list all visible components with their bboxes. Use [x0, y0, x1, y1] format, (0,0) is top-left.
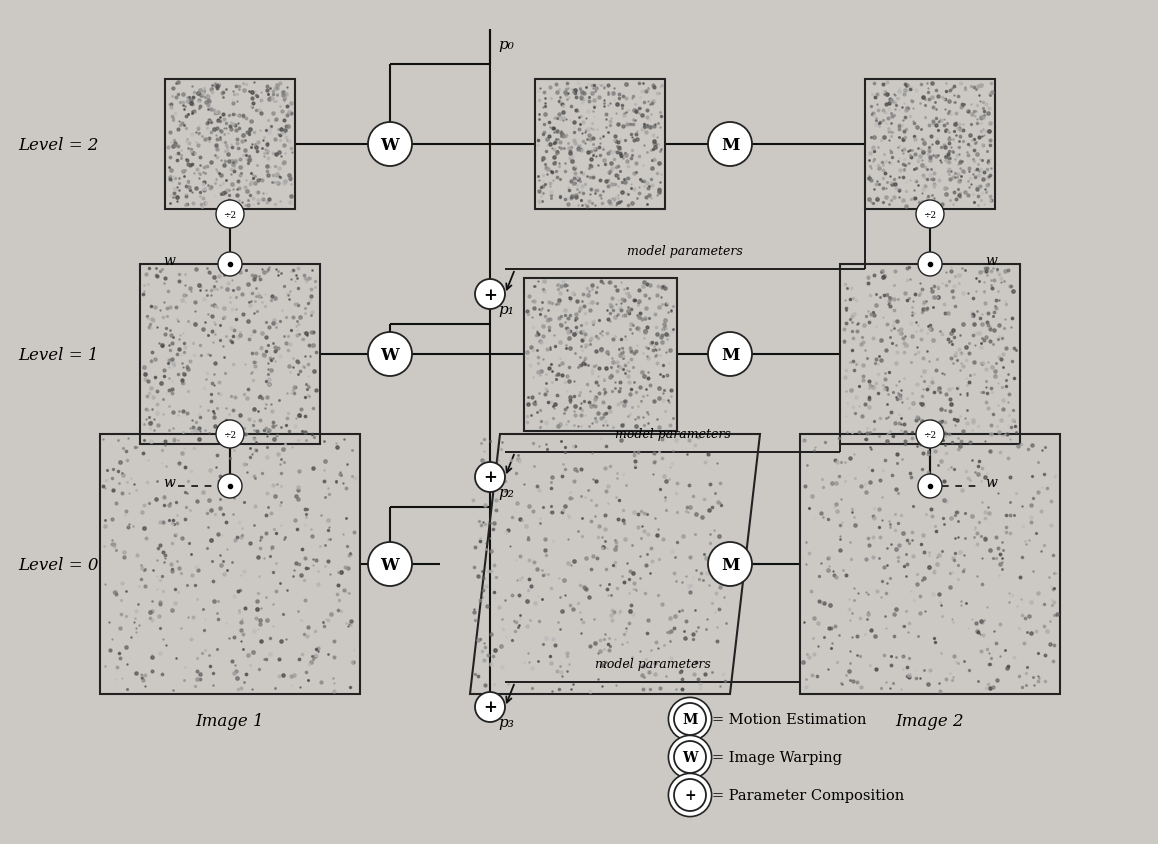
Circle shape	[475, 279, 505, 310]
Text: w: w	[985, 254, 997, 268]
Circle shape	[218, 474, 242, 499]
Text: = Parameter Composition: = Parameter Composition	[712, 788, 904, 802]
Text: p₂: p₂	[498, 485, 514, 500]
Bar	[535, 80, 665, 210]
Circle shape	[674, 703, 706, 735]
Bar	[840, 265, 1020, 445]
Circle shape	[368, 543, 412, 587]
Text: +: +	[483, 699, 497, 716]
Circle shape	[218, 252, 242, 277]
Circle shape	[918, 252, 941, 277]
Circle shape	[708, 333, 752, 376]
Bar	[100, 435, 360, 694]
Text: +: +	[684, 788, 696, 802]
Text: model parameters: model parameters	[594, 657, 710, 670]
Circle shape	[217, 420, 244, 448]
Circle shape	[674, 779, 706, 811]
Bar	[140, 265, 320, 445]
Text: w: w	[163, 475, 175, 490]
Text: p₁: p₁	[498, 303, 514, 316]
Text: W: W	[682, 750, 698, 764]
Text: model parameters: model parameters	[615, 428, 731, 441]
Circle shape	[475, 692, 505, 722]
Bar	[164, 80, 295, 210]
Text: p₀: p₀	[498, 38, 514, 52]
Circle shape	[368, 123, 412, 167]
Bar	[800, 435, 1060, 694]
Circle shape	[475, 463, 505, 492]
Text: M: M	[682, 712, 697, 726]
Circle shape	[668, 773, 712, 817]
Text: ÷2: ÷2	[223, 430, 236, 439]
Text: w: w	[163, 254, 175, 268]
Text: Level = 0: Level = 0	[19, 556, 98, 573]
Text: W: W	[381, 137, 400, 154]
Text: Level = 1: Level = 1	[19, 346, 98, 363]
Text: ÷2: ÷2	[223, 210, 236, 219]
Text: Level = 2: Level = 2	[19, 137, 98, 154]
Text: = Image Warping: = Image Warping	[712, 750, 842, 764]
Text: +: +	[483, 286, 497, 303]
Circle shape	[708, 543, 752, 587]
Circle shape	[668, 735, 712, 779]
Text: W: W	[381, 346, 400, 363]
Circle shape	[217, 201, 244, 229]
Text: Image 1: Image 1	[196, 712, 264, 729]
Text: Image 2: Image 2	[895, 712, 965, 729]
Text: p₃: p₃	[498, 715, 514, 729]
Text: ÷2: ÷2	[923, 430, 937, 439]
Circle shape	[708, 123, 752, 167]
Text: M: M	[720, 556, 739, 573]
Circle shape	[916, 420, 944, 448]
Text: M: M	[720, 346, 739, 363]
Circle shape	[916, 201, 944, 229]
Text: M: M	[720, 137, 739, 154]
Text: ÷2: ÷2	[923, 210, 937, 219]
Text: W: W	[381, 556, 400, 573]
Bar	[865, 80, 995, 210]
Circle shape	[668, 698, 712, 741]
Text: +: +	[483, 469, 497, 486]
Circle shape	[918, 474, 941, 499]
Circle shape	[674, 741, 706, 773]
Bar	[523, 279, 676, 431]
Text: model parameters: model parameters	[628, 245, 743, 257]
Text: w: w	[985, 475, 997, 490]
Text: = Motion Estimation: = Motion Estimation	[712, 712, 866, 726]
Circle shape	[368, 333, 412, 376]
